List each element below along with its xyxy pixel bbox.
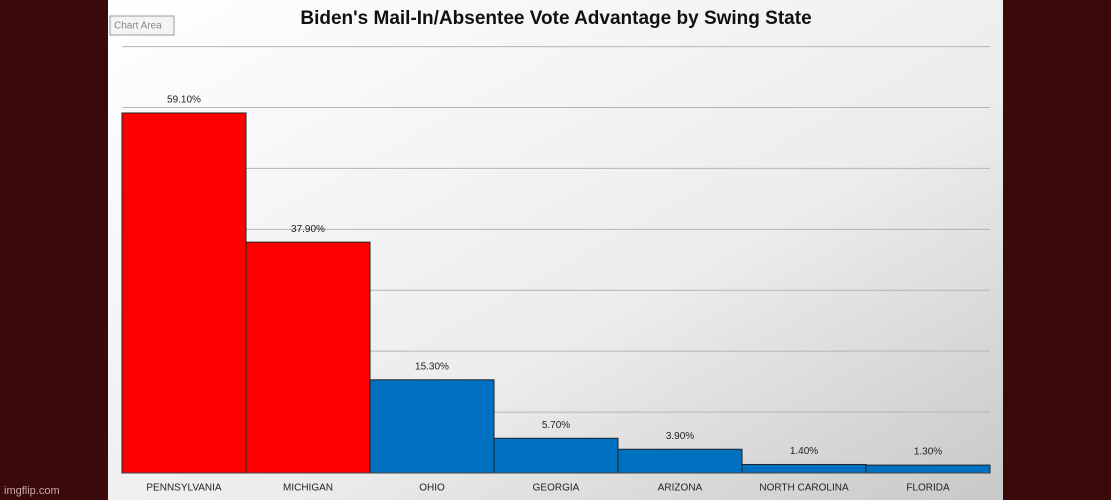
x-tick-label: GEORGIA <box>533 483 580 494</box>
tooltip: Chart Area <box>114 21 162 32</box>
chart-title: Biden's Mail-In/Absentee Vote Advantage … <box>300 8 811 29</box>
value-label: 5.70% <box>542 420 570 431</box>
x-tick-label: FLORIDA <box>906 483 950 494</box>
value-label: 1.30% <box>914 447 942 458</box>
value-label: 1.40% <box>790 446 818 457</box>
bar <box>245 241 371 474</box>
bar <box>493 437 619 474</box>
value-label: 15.30% <box>415 361 449 372</box>
x-tick-label: OHIO <box>419 483 445 494</box>
x-tick-label: ARIZONA <box>658 483 703 494</box>
x-tick-label: NORTH CAROLINA <box>759 483 849 494</box>
bar <box>865 464 991 474</box>
value-label: 3.90% <box>666 431 694 442</box>
x-tick-label: PENNSYLVANIA <box>146 483 222 494</box>
bar <box>617 448 743 474</box>
bar <box>369 379 495 474</box>
x-tick-label: MICHIGAN <box>283 483 333 494</box>
tooltip-box <box>109 15 175 36</box>
value-label: 59.10% <box>167 95 201 106</box>
watermark: imgflip.com <box>4 485 60 497</box>
value-label: 37.90% <box>291 224 325 235</box>
bar <box>121 112 247 474</box>
bar <box>741 463 867 474</box>
